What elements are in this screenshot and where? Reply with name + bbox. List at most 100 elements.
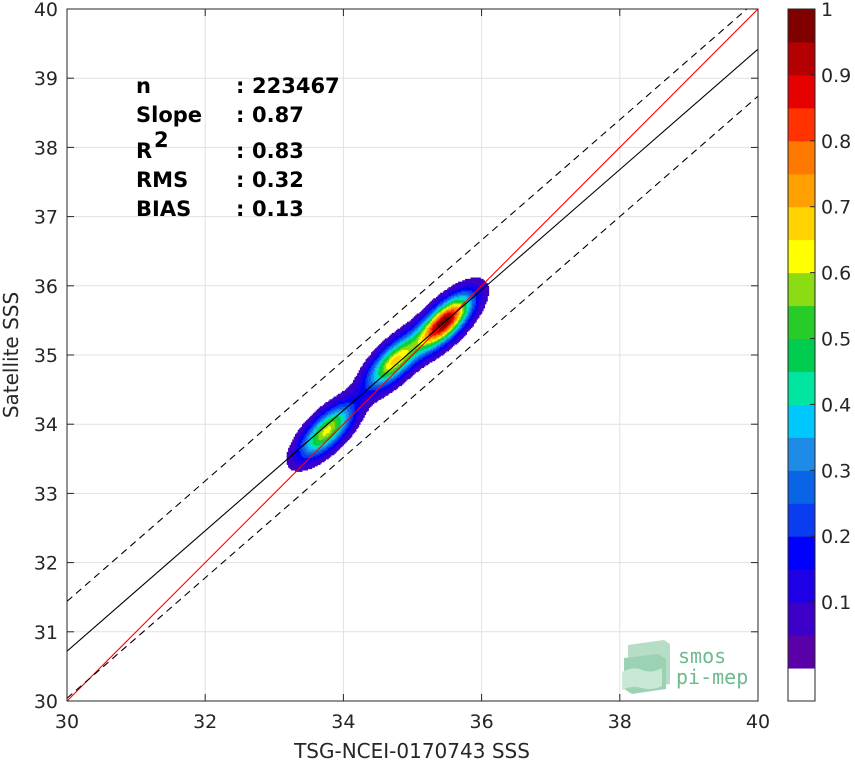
density-cell [312, 424, 315, 427]
density-cell [335, 449, 338, 452]
density-cell [390, 385, 393, 388]
density-cell [438, 307, 441, 310]
density-cell [455, 314, 458, 317]
density-cell [339, 396, 342, 399]
density-cell [401, 349, 404, 352]
density-cell [348, 407, 351, 410]
density-cell [449, 306, 452, 309]
density-cell [423, 331, 426, 334]
density-cell [387, 372, 390, 375]
density-cell [310, 465, 313, 468]
density-cell [449, 303, 452, 306]
density-cell [460, 325, 463, 328]
density-cell [355, 413, 358, 416]
density-cell [449, 331, 452, 334]
density-cell [441, 310, 444, 313]
density-cell [328, 406, 331, 409]
density-cell [406, 342, 409, 345]
density-cell [391, 346, 394, 349]
density-cell [389, 349, 391, 352]
density-cell [422, 366, 425, 369]
density-cell [460, 292, 463, 295]
density-cell [393, 355, 396, 357]
density-cell [387, 385, 390, 388]
density-cell [314, 415, 317, 418]
density-cell [319, 411, 322, 414]
density-cell [424, 328, 427, 331]
density-cell [355, 408, 358, 411]
density-cell [333, 397, 336, 400]
density-cell [310, 467, 313, 470]
density-cell [383, 368, 386, 371]
density-cell [416, 313, 419, 316]
density-cell [411, 325, 414, 328]
density-cell [343, 415, 346, 418]
density-cell [445, 341, 448, 344]
density-cell [441, 298, 444, 301]
density-cell [430, 321, 433, 324]
density-cell [336, 402, 339, 405]
density-cell [447, 332, 450, 335]
density-cell [384, 377, 387, 380]
density-cell [300, 458, 303, 461]
density-cell [366, 396, 369, 399]
density-cell [460, 317, 463, 320]
density-cell [335, 428, 338, 431]
density-cell [386, 393, 389, 396]
density-cell [434, 319, 437, 321]
density-cell [355, 426, 358, 429]
density-cell [346, 426, 349, 429]
density-cell [445, 294, 448, 297]
density-cell [289, 446, 292, 449]
density-cell [365, 402, 368, 405]
density-cell [312, 433, 315, 436]
density-cell [318, 422, 321, 425]
density-cell [377, 385, 380, 388]
density-cell [314, 435, 317, 438]
density-cell [405, 352, 408, 355]
density-cell [404, 378, 407, 381]
density-cell [431, 324, 434, 327]
density-cell [319, 453, 322, 456]
density-cell [318, 454, 321, 457]
density-cell [310, 417, 313, 420]
density-cell [366, 384, 369, 387]
density-cell [335, 400, 338, 403]
density-cell [451, 332, 454, 335]
density-cell [397, 378, 400, 381]
density-cell [373, 367, 376, 370]
density-cell [371, 372, 374, 375]
density-cell [416, 330, 419, 333]
density-cell [322, 449, 325, 452]
density-cell [383, 343, 386, 346]
density-cell [384, 356, 387, 359]
density-cell [431, 348, 434, 351]
density-cell [413, 356, 416, 359]
density-cell [343, 393, 346, 396]
density-cell [393, 361, 396, 364]
density-cell [328, 442, 331, 445]
density-cell [376, 355, 379, 357]
density-cell [394, 361, 397, 364]
density-cell [441, 332, 444, 335]
density-cell [293, 440, 296, 443]
density-cell [357, 407, 360, 410]
density-cell [434, 309, 437, 312]
density-cell [411, 368, 414, 371]
density-cell [301, 431, 304, 434]
density-cell [456, 292, 459, 295]
density-cell [351, 385, 354, 388]
density-cell [452, 324, 455, 327]
density-cell [332, 431, 335, 434]
density-cell [458, 320, 461, 323]
density-cell [390, 342, 393, 345]
density-cell [451, 345, 454, 348]
density-cell [449, 328, 452, 331]
density-cell [445, 332, 448, 335]
density-cell [408, 359, 411, 362]
density-cell [431, 328, 434, 331]
density-cell [397, 349, 400, 352]
density-cell [458, 284, 461, 287]
density-cell [437, 314, 440, 317]
density-cell [413, 359, 416, 362]
